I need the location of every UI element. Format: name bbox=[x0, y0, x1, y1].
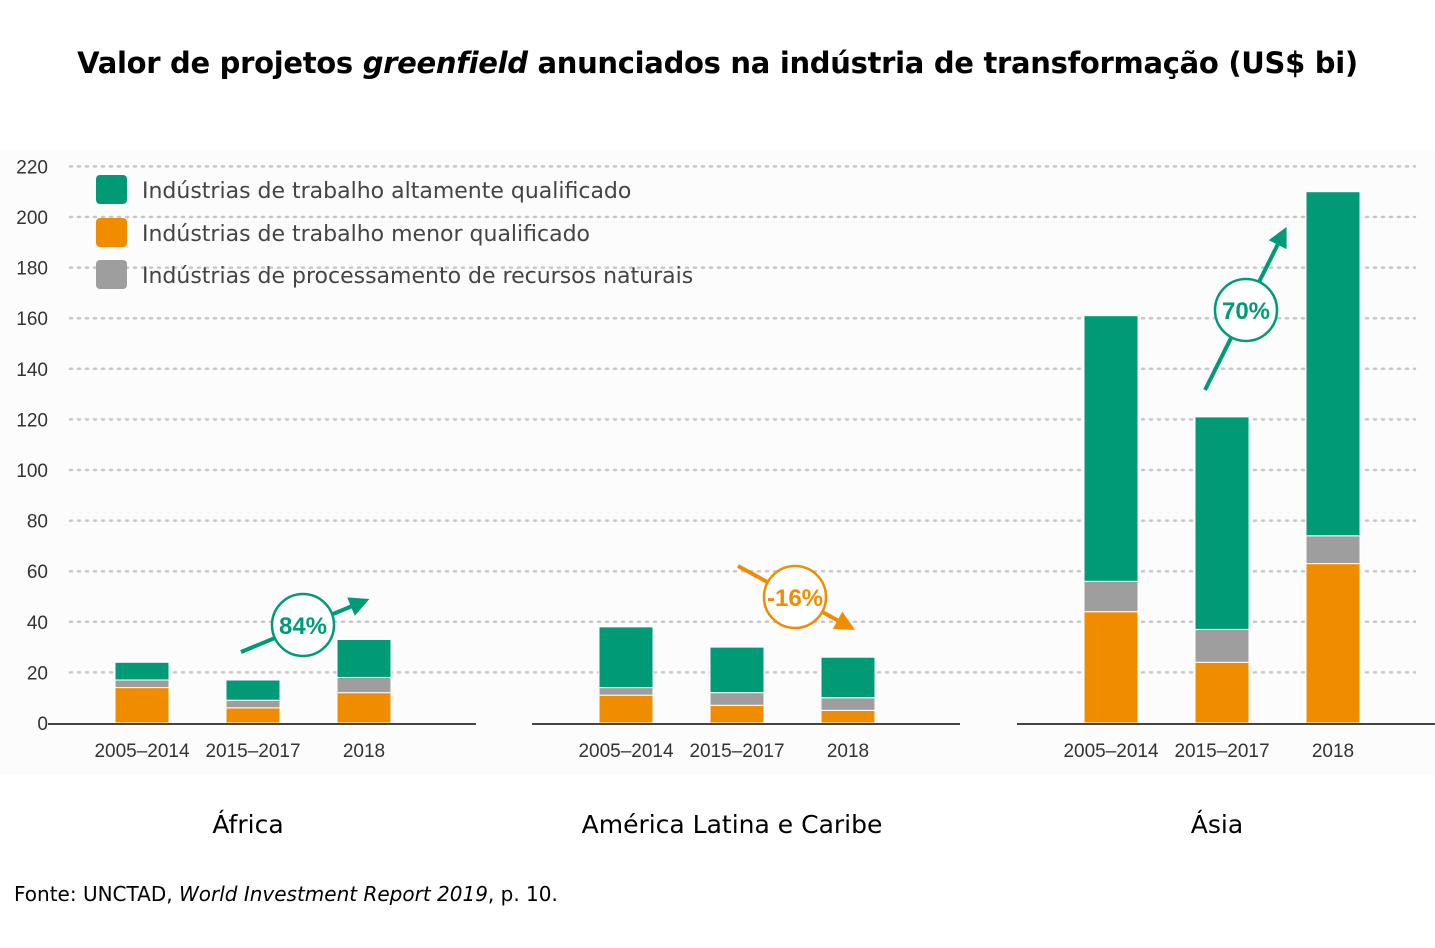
legend-item: Indústrias de processamento de recursos … bbox=[96, 260, 693, 289]
bar-group: 2005–2014 2015–2017 2018 África bbox=[48, 639, 476, 839]
legend-swatch bbox=[96, 175, 127, 204]
x-tick-label: 2018 bbox=[1312, 741, 1354, 762]
bar-group: 2005–2014 2015–2017 2018 Ásia bbox=[1017, 191, 1435, 839]
bar-segment-low-skill bbox=[1083, 611, 1139, 724]
bar-segment-low-skill bbox=[709, 704, 765, 724]
title-text-after: anunciados na indústria de transformação… bbox=[527, 46, 1358, 80]
y-tick-label: 200 bbox=[16, 208, 48, 229]
y-tick-label: 120 bbox=[16, 410, 48, 431]
bar-group: 2005–2014 2015–2017 2018 América Latina e C… bbox=[532, 626, 960, 839]
bar-segment-high-skill bbox=[598, 626, 654, 689]
bar-segment-low-skill bbox=[336, 692, 392, 724]
y-tick-label: 160 bbox=[16, 309, 48, 330]
x-tick-label: 2005–2014 bbox=[1063, 741, 1159, 762]
legend-item: Indústrias de trabalho altamente qualifi… bbox=[96, 175, 631, 204]
bar-segment-high-skill bbox=[1083, 315, 1139, 582]
title-text-before: Valor de projetos bbox=[77, 46, 363, 80]
change-badge bbox=[1213, 277, 1279, 343]
bar-segment-high-skill bbox=[820, 656, 876, 699]
source-text-emphasis: World Investment Report 2019 bbox=[178, 882, 488, 906]
bar-segment-low-skill bbox=[1194, 661, 1250, 724]
x-tick-label: 2018 bbox=[827, 741, 869, 762]
x-tick-label: 2015–2017 bbox=[1174, 741, 1269, 762]
bar-groups: 2005–2014 2015–2017 2018 África 2005–2014 201… bbox=[48, 191, 1435, 839]
bar-segment-resources bbox=[1305, 535, 1361, 565]
change-badge bbox=[762, 564, 828, 630]
bar-segment-resources bbox=[114, 679, 170, 689]
legend-label: Indústrias de trabalho altamente qualifi… bbox=[142, 179, 631, 204]
legend-label: Indústrias de processamento de recursos … bbox=[142, 264, 693, 289]
region-label: Ásia bbox=[1191, 810, 1243, 839]
source-text-before: Fonte: UNCTAD, bbox=[14, 882, 179, 906]
bar-segment-low-skill bbox=[820, 709, 876, 724]
region-label: África bbox=[212, 810, 283, 839]
change-annotations: 84% -16% 70% bbox=[240, 226, 1287, 658]
bar-segment-low-skill bbox=[1305, 563, 1361, 724]
bar-segment-high-skill bbox=[1305, 191, 1361, 537]
x-tick-label: 2018 bbox=[343, 741, 385, 762]
y-axis: 0 20 40 60 80 100 120 140 160 180 200 220 bbox=[16, 157, 48, 735]
title-text-emphasis: greenfield bbox=[362, 46, 528, 80]
bar-segment-high-skill bbox=[336, 639, 392, 678]
bar-segment-low-skill bbox=[598, 694, 654, 724]
y-tick-label: 0 bbox=[37, 714, 48, 735]
x-tick-label: 2005–2014 bbox=[578, 741, 674, 762]
y-tick-label: 60 bbox=[27, 562, 48, 583]
source-text-after: , p. 10. bbox=[487, 882, 558, 906]
bar-segment-resources bbox=[1194, 628, 1250, 663]
legend: Indústrias de trabalho altamente qualifi… bbox=[96, 175, 693, 289]
change-badge bbox=[270, 592, 336, 658]
bar-segment-resources bbox=[336, 676, 392, 694]
bar-segment-resources bbox=[709, 692, 765, 706]
bar-segment-low-skill bbox=[225, 707, 281, 724]
x-tick-label: 2005–2014 bbox=[94, 741, 190, 762]
bar-segment-high-skill bbox=[709, 646, 765, 694]
bar-segment-resources bbox=[225, 699, 281, 709]
bar-segment-resources bbox=[598, 687, 654, 696]
change-label: 84% bbox=[279, 613, 327, 640]
change-annotation: -16% bbox=[737, 564, 856, 630]
bar-segment-resources bbox=[820, 697, 876, 711]
y-tick-label: 40 bbox=[27, 613, 48, 634]
y-tick-label: 220 bbox=[16, 157, 48, 178]
legend-item: Indústrias de trabalho menor qualificado bbox=[96, 218, 590, 247]
change-label: -16% bbox=[767, 585, 823, 612]
y-tick-label: 80 bbox=[27, 512, 48, 533]
x-tick-label: 2015–2017 bbox=[689, 741, 784, 762]
bar-segment-high-skill bbox=[114, 661, 170, 681]
bar-segment-resources bbox=[1083, 580, 1139, 613]
x-tick-label: 2015–2017 bbox=[205, 741, 300, 762]
change-annotation: 84% bbox=[240, 592, 370, 658]
region-label: América Latina e Caribe bbox=[582, 810, 883, 839]
change-annotation: 70% bbox=[1203, 226, 1287, 391]
y-tick-label: 140 bbox=[16, 360, 48, 381]
legend-label: Indústrias de trabalho menor qualificado bbox=[142, 222, 590, 247]
bar-segment-low-skill bbox=[114, 687, 170, 724]
chart-title: Valor de projetos greenfield anunciados … bbox=[0, 46, 1435, 80]
source-note: Fonte: UNCTAD, World Investment Report 2… bbox=[14, 882, 558, 906]
bar-segment-high-skill bbox=[225, 679, 281, 701]
bar-segment-high-skill bbox=[1194, 416, 1250, 630]
legend-swatch bbox=[96, 260, 127, 289]
change-label: 70% bbox=[1222, 298, 1270, 325]
y-tick-label: 100 bbox=[16, 461, 48, 482]
legend-swatch bbox=[96, 218, 127, 247]
y-tick-label: 20 bbox=[27, 663, 48, 684]
y-tick-label: 180 bbox=[16, 259, 48, 280]
